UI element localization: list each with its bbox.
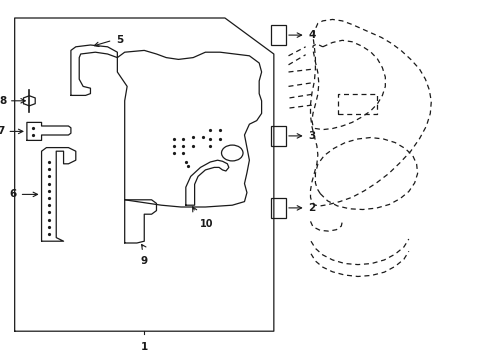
Text: 10: 10 (199, 219, 213, 229)
Text: 3: 3 (307, 131, 315, 141)
Text: 7: 7 (0, 126, 5, 136)
Text: 2: 2 (307, 203, 315, 213)
Text: 5: 5 (116, 35, 123, 45)
Text: 8: 8 (0, 96, 6, 106)
Text: 6: 6 (10, 189, 17, 199)
Text: 9: 9 (141, 256, 147, 266)
Bar (271, 25, 285, 45)
Bar (271, 198, 285, 218)
Text: 1: 1 (141, 342, 147, 352)
Bar (271, 126, 285, 146)
Text: 4: 4 (307, 30, 315, 40)
